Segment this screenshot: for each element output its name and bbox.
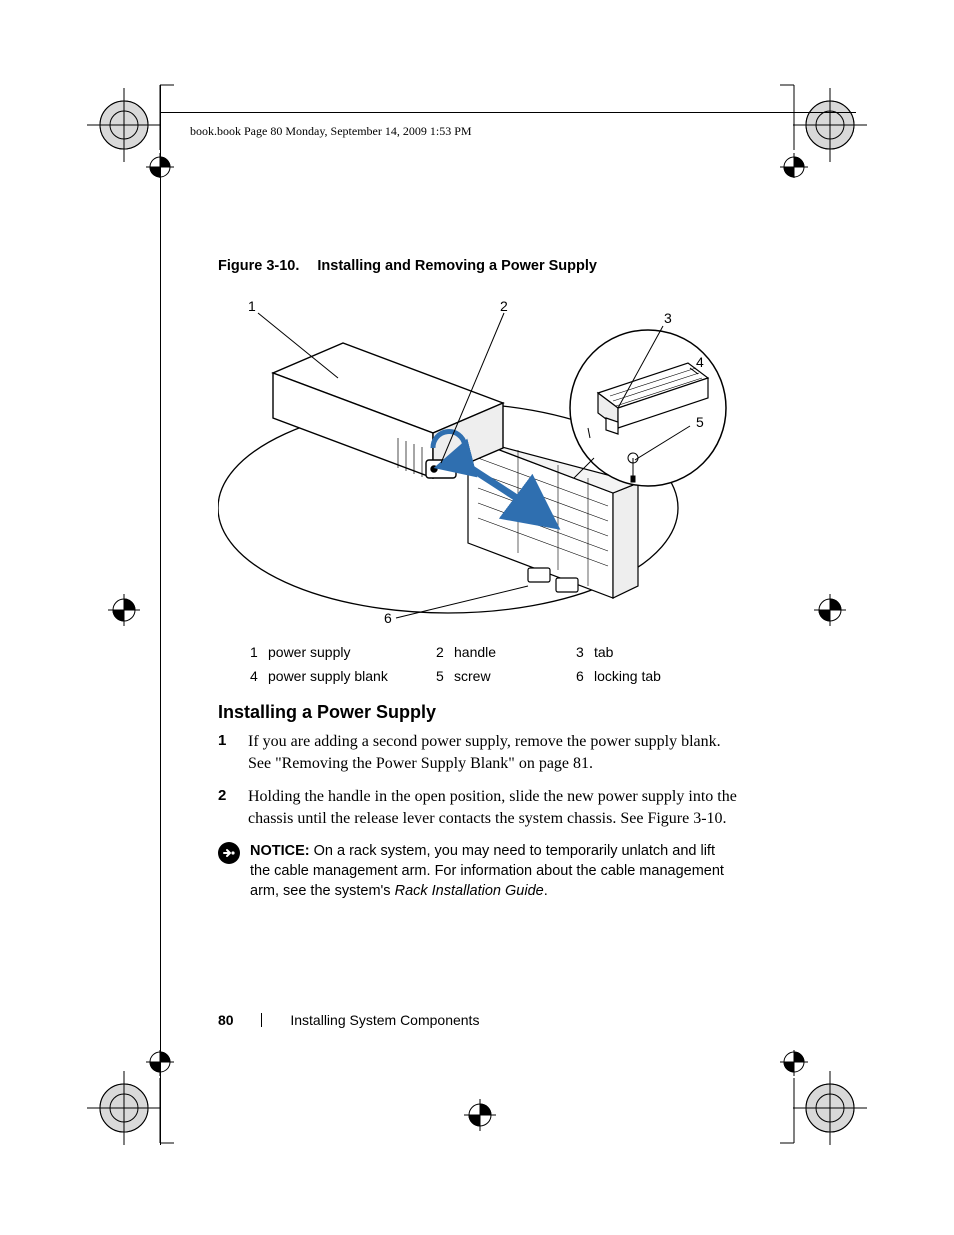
- figure-label: Figure 3-10.: [218, 258, 299, 274]
- callout-4: 4: [696, 354, 704, 370]
- page: book.book Page 80 Monday, September 14, …: [0, 0, 954, 1235]
- notice-body: NOTICE: On a rack system, you may need t…: [250, 841, 738, 901]
- legend-num: 2: [436, 644, 454, 660]
- callout-1: 1: [248, 298, 256, 314]
- step-number: 1: [218, 731, 226, 751]
- legend-text: handle: [454, 644, 496, 660]
- notice-icon: [218, 842, 240, 864]
- callout-6: 6: [384, 610, 392, 626]
- crop-mark-bottom-right: [780, 1050, 880, 1160]
- notice-text-after: .: [544, 883, 548, 899]
- notice-block: NOTICE: On a rack system, you may need t…: [218, 841, 738, 901]
- figure-callouts: 1 2 3 4 5 6: [218, 288, 738, 628]
- step-number: 2: [218, 786, 226, 806]
- legend-num: 4: [250, 668, 268, 684]
- legend-text: tab: [594, 644, 613, 660]
- legend-row: 4power supply blank 5screw 6locking tab: [250, 668, 738, 684]
- footer-chapter: Installing System Components: [290, 1012, 479, 1028]
- crop-mark-bottom-left: [74, 1050, 174, 1160]
- step-item: 2 Holding the handle in the open positio…: [218, 786, 738, 829]
- page-footer: 80 Installing System Components: [218, 1012, 479, 1028]
- crop-mark-top-left: [74, 78, 174, 178]
- content-area: Figure 3-10. Installing and Removing a Po…: [218, 258, 738, 901]
- legend-num: 6: [576, 668, 594, 684]
- legend-text: power supply blank: [268, 668, 388, 684]
- legend-num: 1: [250, 644, 268, 660]
- section-heading: Installing a Power Supply: [218, 702, 738, 723]
- crop-mark-top-right: [780, 78, 880, 178]
- callout-5: 5: [696, 414, 704, 430]
- running-head: book.book Page 80 Monday, September 14, …: [190, 124, 472, 139]
- header-rule: [160, 112, 856, 113]
- step-text: Holding the handle in the open position,…: [248, 788, 737, 827]
- crop-mark-bottom-center: [430, 1085, 530, 1145]
- crop-mark-mid-right: [780, 580, 880, 640]
- notice-em: Rack Installation Guide: [395, 883, 544, 899]
- legend-text: locking tab: [594, 668, 661, 684]
- legend-text: power supply: [268, 644, 351, 660]
- notice-label: NOTICE:: [250, 843, 310, 859]
- steps-list: 1 If you are adding a second power suppl…: [218, 731, 738, 829]
- step-item: 1 If you are adding a second power suppl…: [218, 731, 738, 774]
- legend-num: 5: [436, 668, 454, 684]
- frame-left-rule: [160, 85, 161, 1145]
- page-number: 80: [218, 1012, 234, 1028]
- legend-row: 1power supply 2handle 3tab: [250, 644, 738, 660]
- legend-num: 3: [576, 644, 594, 660]
- figure-caption: Figure 3-10. Installing and Removing a Po…: [218, 258, 738, 274]
- crop-mark-mid-left: [74, 580, 174, 640]
- footer-separator: [261, 1013, 262, 1027]
- callout-3: 3: [664, 310, 672, 326]
- step-text: If you are adding a second power supply,…: [248, 733, 721, 772]
- figure-illustration: 1 2 3 4 5 6: [218, 288, 738, 628]
- legend-text: screw: [454, 668, 491, 684]
- figure-legend: 1power supply 2handle 3tab 4power supply…: [250, 644, 738, 684]
- callout-2: 2: [500, 298, 508, 314]
- figure-title: Installing and Removing a Power Supply: [317, 258, 597, 274]
